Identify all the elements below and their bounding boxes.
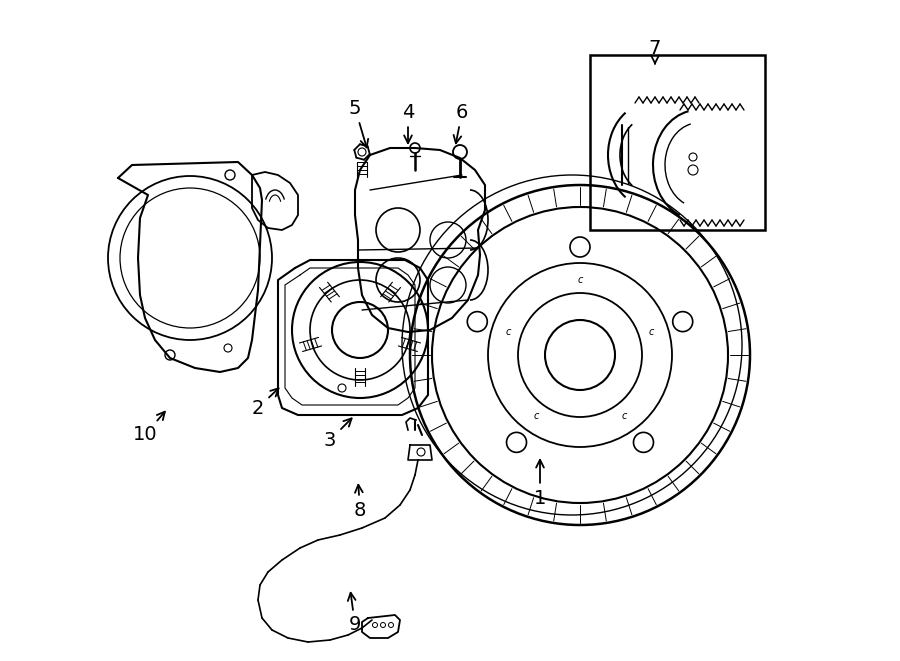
Text: 2: 2 [252, 388, 278, 418]
Text: 3: 3 [324, 418, 352, 449]
Text: 8: 8 [354, 485, 366, 520]
Text: c: c [649, 327, 654, 337]
Text: 5: 5 [349, 98, 368, 147]
Text: 10: 10 [132, 412, 165, 444]
Text: 1: 1 [534, 460, 546, 508]
Text: c: c [533, 410, 538, 420]
Text: 4: 4 [401, 102, 414, 143]
Text: c: c [621, 410, 626, 420]
Text: c: c [577, 275, 582, 285]
Bar [590, 55, 765, 230]
Text: 9: 9 [347, 593, 361, 635]
Text: c: c [506, 327, 511, 337]
Text: 7: 7 [649, 38, 662, 63]
Text: 6: 6 [454, 102, 468, 143]
